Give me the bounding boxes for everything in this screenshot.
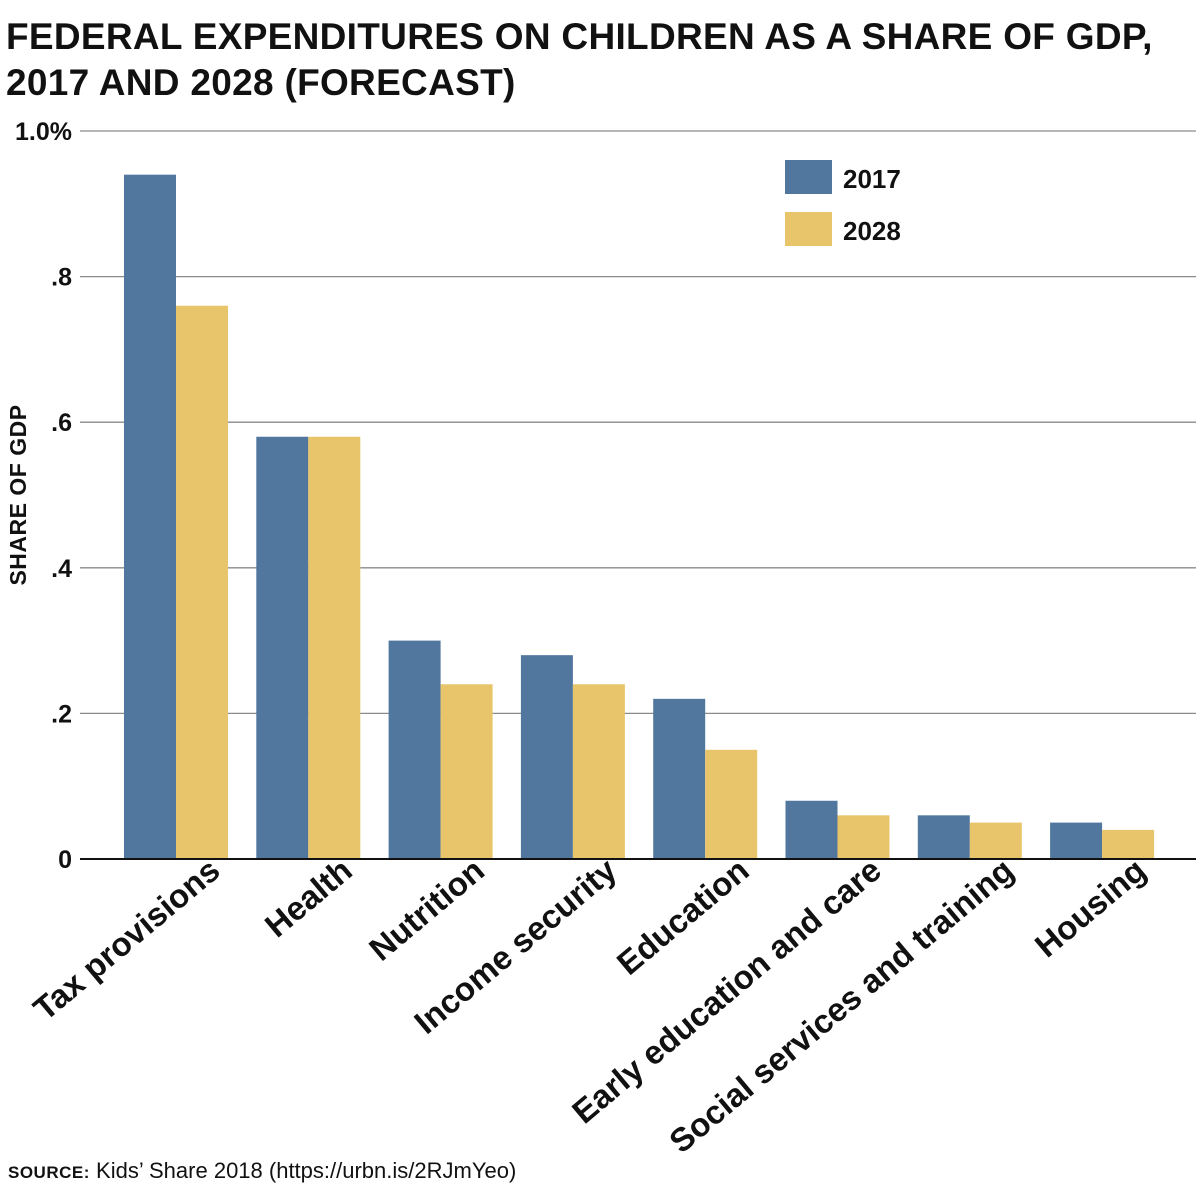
bar-2028 (1102, 829, 1155, 859)
bar-2017 (520, 655, 573, 859)
source-text: Kids’ Share 2018 (https://urbn.is/2RJmYe… (96, 1158, 517, 1183)
x-tick-label: Housing (1028, 851, 1153, 964)
bar-2017 (1050, 822, 1103, 859)
bar-2017 (388, 640, 441, 859)
chart-title: FEDERAL EXPENDITURES ON CHILDREN AS A SH… (6, 14, 1186, 106)
chart-title-line2: 2017 AND 2028 (FORECAST) (6, 62, 516, 103)
legend-label-2028: 2028 (843, 216, 901, 246)
bar-2017 (785, 800, 838, 859)
bar-2028 (969, 822, 1022, 859)
bar-2028 (176, 305, 228, 860)
bar-2017 (653, 698, 706, 859)
x-tick-label: Health (258, 851, 359, 944)
source-label: SOURCE: (8, 1163, 90, 1182)
bar-2017 (917, 815, 970, 859)
chart-title-line1: FEDERAL EXPENDITURES ON CHILDREN AS A SH… (6, 16, 1153, 57)
bar-2028 (705, 749, 758, 859)
legend-swatch-2028 (785, 212, 832, 246)
bar-2028 (440, 684, 493, 859)
y-tick-label: .8 (51, 264, 72, 292)
x-tick-label: Tax provisions (26, 851, 226, 1027)
y-axis-label: SHARE OF GDP (5, 404, 31, 585)
legend-label-2017: 2017 (843, 164, 901, 194)
y-tick-label: 0 (58, 846, 72, 874)
source-note: SOURCE: Kids’ Share 2018 (https://urbn.i… (8, 1158, 516, 1184)
y-tick-label: 1.0% (15, 118, 72, 146)
y-tick-label: .4 (51, 555, 72, 583)
bar-2028 (572, 684, 625, 859)
bar-2017 (256, 436, 309, 859)
x-tick-label: Nutrition (362, 851, 491, 968)
legend-swatch-2017 (785, 160, 832, 194)
bar-2028 (837, 815, 890, 859)
bar-2017 (124, 174, 176, 859)
y-tick-label: .6 (51, 409, 72, 437)
bar-2028 (308, 436, 361, 859)
y-tick-label: .2 (51, 700, 72, 728)
